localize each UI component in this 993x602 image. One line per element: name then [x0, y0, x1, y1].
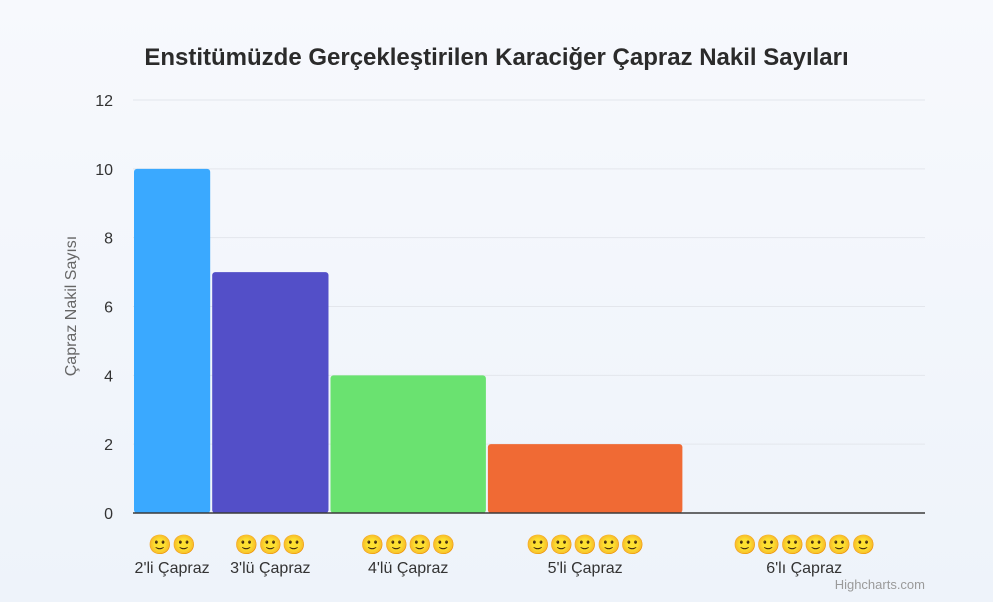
x-tick-label: 6'lı Çapraz	[766, 560, 842, 577]
bar	[212, 272, 329, 513]
y-tick-label: 10	[95, 162, 113, 179]
y-tick-label: 12	[95, 93, 113, 110]
bar	[487, 444, 683, 513]
bar	[330, 375, 486, 513]
highcharts-credit[interactable]: Highcharts.com	[834, 577, 925, 592]
y-tick-label: 6	[104, 300, 113, 317]
y-tick-label: 4	[104, 368, 113, 385]
category-emoji: 🙂🙂	[148, 534, 195, 556]
chart-title: Enstitümüzde Gerçekleştirilen Karaciğer …	[144, 44, 849, 71]
category-emoji: 🙂🙂🙂🙂🙂	[526, 534, 644, 556]
x-tick-label: 2'li Çapraz	[135, 560, 210, 577]
y-tick-label: 0	[104, 506, 113, 523]
x-tick-label: 4'lü Çapraz	[368, 560, 448, 577]
category-emoji: 🙂🙂🙂	[235, 534, 306, 556]
y-tick-label: 2	[104, 437, 113, 454]
bar	[134, 168, 211, 514]
y-tick-label: 8	[104, 231, 113, 248]
category-emoji: 🙂🙂🙂🙂	[361, 534, 456, 556]
x-tick-label: 3'lü Çapraz	[230, 560, 310, 577]
x-tick-label: 5'li Çapraz	[548, 560, 623, 577]
category-emoji: 🙂🙂🙂🙂🙂🙂	[733, 534, 875, 556]
